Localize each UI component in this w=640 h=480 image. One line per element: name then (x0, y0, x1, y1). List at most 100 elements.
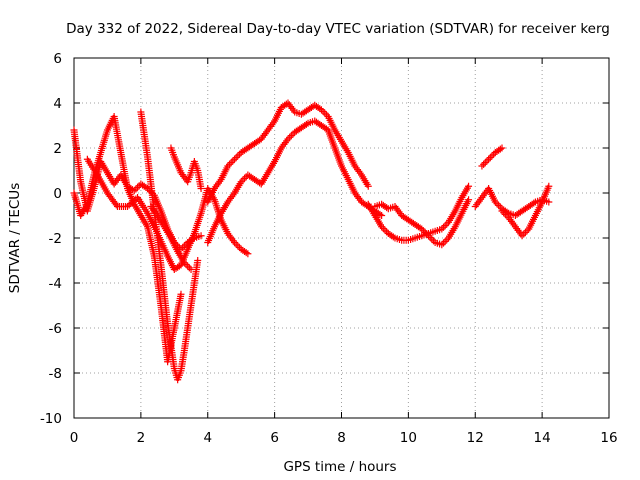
data-point (239, 176, 247, 184)
data-point (232, 240, 240, 248)
data-point (287, 132, 295, 140)
data-point (428, 235, 436, 243)
data-point (443, 236, 451, 244)
sat-track-5 (167, 144, 205, 192)
x-tick-label: 16 (600, 430, 617, 446)
data-point (389, 233, 397, 241)
data-point (321, 109, 329, 117)
data-point (319, 107, 327, 115)
y-tick-label: 2 (53, 141, 62, 157)
data-point (488, 152, 496, 160)
data-point (424, 232, 432, 240)
data-point (478, 162, 486, 170)
data-point (364, 182, 372, 190)
y-tick-label: 0 (53, 186, 62, 202)
data-point (134, 183, 142, 191)
data-point (443, 220, 451, 228)
data-point (493, 200, 501, 208)
data-point (530, 199, 538, 207)
data-point (282, 100, 290, 108)
data-point (480, 160, 488, 168)
data-point (187, 266, 195, 273)
data-point (500, 209, 508, 217)
x-tick-label: 0 (70, 430, 79, 446)
data-point (438, 225, 446, 233)
data-point (302, 120, 310, 128)
x-tick-label: 6 (270, 430, 279, 446)
y-tick-label: -10 (40, 411, 62, 427)
data-point (523, 227, 531, 235)
data-point (182, 260, 190, 268)
data-point (241, 174, 249, 182)
data-point (545, 182, 553, 190)
data-point (197, 185, 205, 192)
data-points (70, 99, 553, 384)
data-point (232, 154, 240, 162)
data-point (426, 233, 434, 241)
data-point (483, 157, 491, 165)
data-point (112, 201, 120, 209)
y-tick-label: 6 (53, 51, 62, 67)
data-point (486, 154, 494, 162)
data-point (125, 201, 133, 209)
data-point (237, 178, 245, 186)
sat-track-13 (498, 182, 553, 240)
data-point (129, 198, 137, 206)
y-tick-label: -2 (49, 231, 62, 247)
data-point (378, 223, 386, 231)
data-point (124, 203, 131, 210)
sat-track-3 (137, 108, 202, 384)
y-axis-label: SDTVAR / TECUs (7, 183, 23, 293)
data-point (441, 237, 449, 245)
sat-track-11 (478, 144, 506, 170)
data-point (231, 155, 238, 163)
data-point (231, 239, 238, 246)
data-point (378, 212, 386, 219)
data-point (376, 210, 384, 218)
data-point (317, 106, 325, 114)
x-axis-label: GPS time / hours (283, 459, 396, 475)
x-tick-label: 4 (203, 430, 212, 446)
data-point (229, 157, 237, 165)
data-point (379, 224, 387, 232)
data-point (286, 133, 294, 141)
data-point (224, 162, 232, 170)
data-point (177, 290, 185, 298)
data-point (441, 222, 449, 230)
data-point (429, 237, 437, 245)
tick-labels: 0 2 4 6 8 10 12 14 16 -10 -8 -6 -4 -2 0 2 4 6 (40, 51, 618, 446)
data-point (234, 242, 242, 250)
data-point (234, 152, 242, 160)
data-point (423, 230, 431, 238)
data-point (465, 196, 473, 204)
x-tick-label: 12 (467, 430, 484, 446)
y-tick-label: 4 (53, 96, 62, 112)
data-point (418, 225, 426, 233)
data-point (225, 160, 233, 168)
data-point (322, 111, 330, 119)
data-point (180, 259, 188, 267)
data-point (284, 135, 292, 143)
data-point (242, 249, 250, 257)
data-point (438, 241, 446, 249)
data-point (498, 144, 506, 152)
data-point (521, 228, 529, 236)
data-point (127, 200, 135, 207)
x-tick-label: 8 (337, 430, 346, 446)
x-tick-label: 2 (137, 430, 146, 446)
data-point (179, 244, 187, 252)
data-point (439, 223, 447, 231)
y-tick-label: -8 (49, 366, 62, 382)
data-point (481, 159, 489, 167)
data-point (520, 230, 528, 238)
y-tick-label: -4 (49, 276, 62, 292)
data-point (501, 210, 509, 218)
data-point (184, 262, 192, 270)
data-point (197, 232, 205, 240)
x-tick-label: 10 (400, 430, 417, 446)
data-point (130, 197, 138, 204)
data-point (421, 228, 429, 236)
sat-track-9 (364, 182, 473, 244)
data-point (130, 187, 138, 195)
data-point (419, 227, 427, 235)
